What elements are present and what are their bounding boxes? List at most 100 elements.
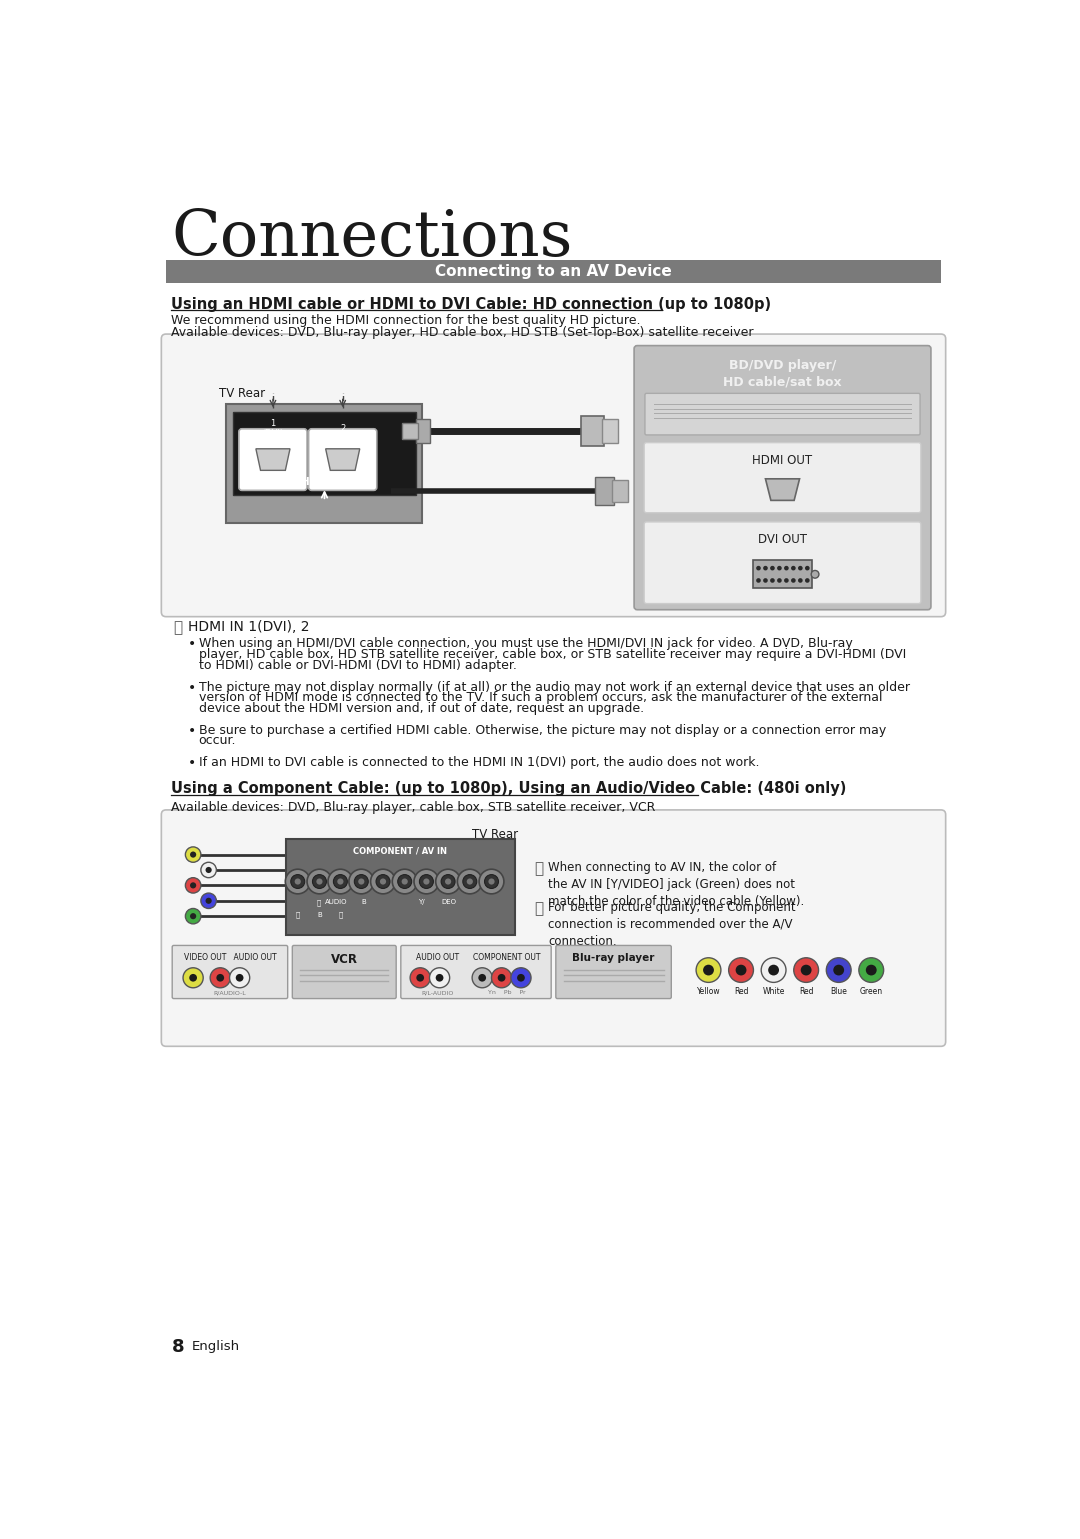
Circle shape [805,579,810,583]
FancyBboxPatch shape [645,394,920,436]
Bar [166,260,941,283]
Circle shape [791,566,796,571]
Text: When connecting to AV IN, the color of
the AV IN [Y/VIDEO] jack (Green) does not: When connecting to AV IN, the color of t… [548,860,805,908]
FancyBboxPatch shape [309,429,377,491]
Circle shape [467,879,473,885]
Text: •: • [188,756,195,770]
Text: DEO: DEO [442,899,457,905]
Circle shape [697,957,721,982]
FancyBboxPatch shape [239,429,307,491]
Circle shape [768,965,779,976]
Circle shape [216,974,225,982]
Circle shape [410,968,430,988]
Text: The picture may not display normally (if at all) or the audio may not work if an: The picture may not display normally (if… [199,680,909,694]
Circle shape [478,974,486,982]
Circle shape [211,968,230,988]
Circle shape [307,870,332,894]
Text: For better picture quality, the Component
connection is recommended over the A/V: For better picture quality, the Componen… [548,900,796,948]
Circle shape [511,968,531,988]
Circle shape [485,874,499,888]
Text: Using an HDMI cable or HDMI to DVI Cable: HD connection (up to 1080p): Using an HDMI cable or HDMI to DVI Cable… [172,297,771,312]
Circle shape [458,870,482,894]
FancyBboxPatch shape [556,945,672,999]
Text: DVI OUT: DVI OUT [758,534,807,546]
Circle shape [380,879,387,885]
Circle shape [811,571,819,579]
Text: Yellow: Yellow [697,986,720,996]
Circle shape [190,851,197,857]
Circle shape [359,879,364,885]
Text: Available devices: DVD, Blu-ray player, cable box, STB satellite receiver, VCR: Available devices: DVD, Blu-ray player, … [172,802,656,814]
Text: If an HDMI to DVI cable is connected to the HDMI IN 1(DVI) port, the audio does : If an HDMI to DVI cable is connected to … [199,756,759,770]
Bar [595,477,613,505]
Circle shape [189,974,197,982]
Circle shape [859,957,883,982]
Text: version of HDMI mode is connected to the TV. If such a problem occurs, ask the m: version of HDMI mode is connected to the… [199,691,882,705]
Text: Green: Green [860,986,882,996]
Text: COMPONENT / AV IN: COMPONENT / AV IN [353,846,447,856]
Circle shape [805,566,810,571]
Circle shape [498,974,505,982]
Bar [233,412,416,496]
Text: Y/: Y/ [418,899,426,905]
Text: •: • [188,637,195,651]
Circle shape [463,874,476,888]
Circle shape [435,870,460,894]
Circle shape [291,874,305,888]
FancyBboxPatch shape [644,522,921,603]
Circle shape [834,965,845,976]
Circle shape [770,579,774,583]
Circle shape [201,893,216,908]
Text: HDMI IN: HDMI IN [300,477,349,488]
Text: Ⓑ: Ⓑ [338,911,342,919]
Circle shape [729,957,754,982]
Polygon shape [766,479,799,500]
Circle shape [205,866,212,873]
Text: We recommend using the HDMI connection for the best quality HD picture.: We recommend using the HDMI connection f… [172,314,640,328]
Bar [227,405,422,523]
Text: COMPONENT OUT: COMPONENT OUT [473,953,541,962]
Circle shape [866,965,877,976]
Circle shape [186,877,201,893]
Text: 8: 8 [172,1337,184,1356]
Polygon shape [326,449,360,471]
Circle shape [190,882,197,888]
Text: Connecting to an AV Device: Connecting to an AV Device [435,265,672,279]
Circle shape [435,974,444,982]
Circle shape [370,870,395,894]
Circle shape [784,579,788,583]
Circle shape [230,968,249,988]
Circle shape [190,913,197,919]
Circle shape [488,879,495,885]
Text: B: B [318,911,322,917]
Bar [403,423,418,439]
Text: VCR: VCR [330,953,357,966]
Circle shape [784,566,788,571]
Circle shape [794,957,819,982]
FancyBboxPatch shape [293,945,396,999]
Circle shape [397,874,411,888]
FancyBboxPatch shape [161,810,946,1047]
Text: ⑂: ⑂ [535,900,543,916]
Circle shape [430,968,449,988]
Circle shape [285,870,310,894]
Bar [753,560,812,588]
Text: •: • [188,680,195,694]
Text: R/AUDIO-L: R/AUDIO-L [214,991,246,996]
Circle shape [201,862,216,877]
Circle shape [392,870,417,894]
Circle shape [186,908,201,923]
Circle shape [328,870,353,894]
Circle shape [480,870,504,894]
Text: HDMI IN 1(DVI), 2: HDMI IN 1(DVI), 2 [188,620,309,634]
Polygon shape [256,449,291,471]
Circle shape [778,566,782,571]
Circle shape [798,579,802,583]
Circle shape [295,879,301,885]
Circle shape [235,974,243,982]
Circle shape [798,566,802,571]
Bar [581,416,604,446]
Circle shape [826,957,851,982]
Circle shape [491,968,512,988]
Circle shape [416,974,424,982]
